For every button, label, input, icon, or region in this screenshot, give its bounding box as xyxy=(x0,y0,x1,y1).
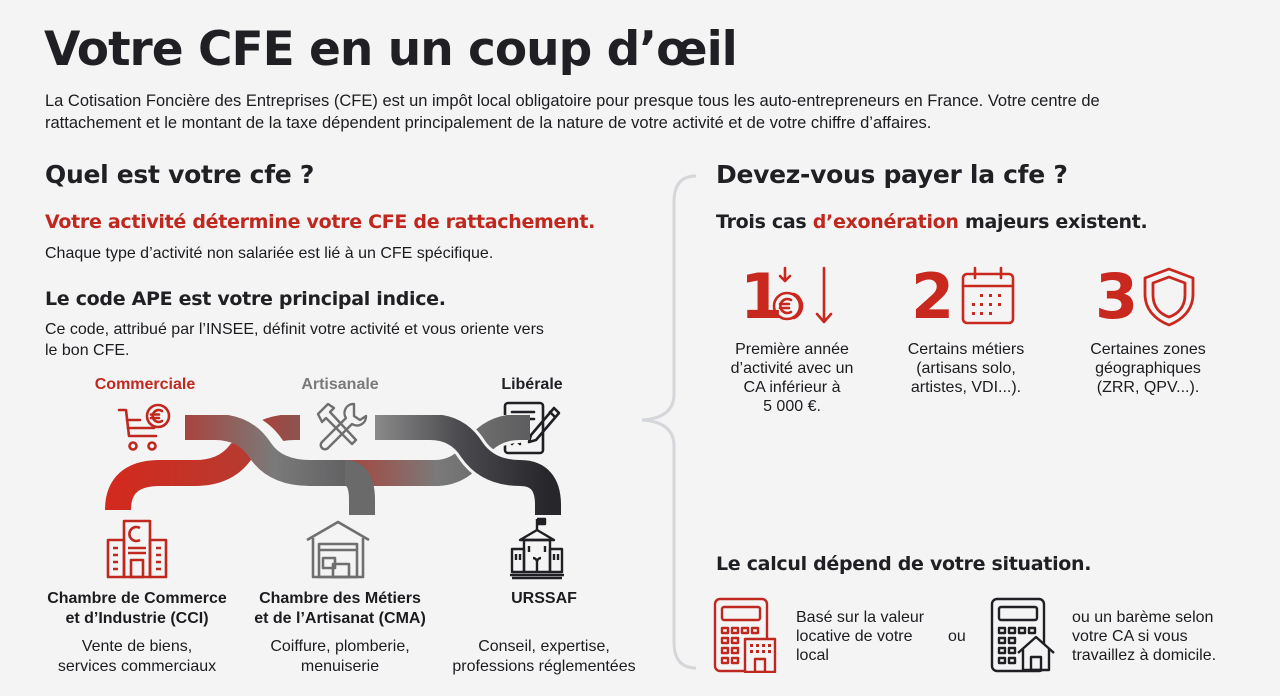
calc-text-line: votre CA si vous xyxy=(1072,628,1188,645)
ape-heading: Le code APE est votre principal indice. xyxy=(45,288,446,310)
activity-label-commerciale: Commerciale xyxy=(94,376,196,393)
chamber-name-cma: Chambre des Métiers et de l’Artisanat (C… xyxy=(230,589,450,629)
chamber-desc-line: Conseil, expertise, xyxy=(478,638,610,655)
cci-building-icon xyxy=(106,519,168,579)
activity-label-artisanale: Artisanale xyxy=(301,376,379,393)
calc-text-line: ou un barème selon xyxy=(1072,609,1214,626)
chamber-name-line: Chambre de Commerce xyxy=(47,590,227,607)
chamber-desc-cma: Coiffure, plomberie, menuiserie xyxy=(230,637,450,677)
case-text-line: CA inférieur à xyxy=(743,379,841,396)
coin-down-icon xyxy=(772,266,833,324)
ape-text-line-1: Ce code, attribué par l’INSEE, définit v… xyxy=(45,321,544,338)
calendar-icon xyxy=(961,266,1015,325)
exo-highlight: d’exonération xyxy=(812,211,959,233)
calc-text-line: local xyxy=(796,647,829,664)
calculator-house-icon xyxy=(990,597,1055,673)
shield-icon xyxy=(1143,267,1195,327)
left-heading: Quel est votre cfe ? xyxy=(45,160,315,189)
calc-or: ou xyxy=(948,628,966,645)
case-3-number: 3 xyxy=(1095,260,1139,333)
case-text-line: artistes, VDI...). xyxy=(910,379,1022,396)
brace-divider xyxy=(641,174,697,670)
chamber-desc-line: menuiserie xyxy=(300,658,380,675)
case-text-line: d’activité avec un xyxy=(730,360,854,377)
activity-heading: Votre activité détermine votre CFE de ra… xyxy=(45,211,596,233)
chamber-desc-line: professions réglementées xyxy=(452,658,636,675)
case-3-text: Certaines zones géographiques (ZRR, QPV.… xyxy=(1073,340,1223,397)
case-2-number: 2 xyxy=(911,260,955,333)
right-heading: Devez-vous payer la cfe ? xyxy=(716,160,1068,189)
chamber-desc-line: services commerciaux xyxy=(57,658,217,675)
exoneration-heading: Trois cas d’exonération majeurs existent… xyxy=(716,211,1148,233)
case-text-line: Certaines zones xyxy=(1090,341,1206,358)
ribbon-connectors xyxy=(105,415,564,515)
case-1-number: 1 xyxy=(740,260,784,333)
case-text-line: Première année xyxy=(735,341,849,358)
intro-line-1: La Cotisation Foncière des Entreprises (… xyxy=(45,92,1100,110)
intro-paragraph: La Cotisation Foncière des Entreprises (… xyxy=(45,90,1225,134)
case-text-line: Certains métiers xyxy=(907,341,1025,358)
case-1-text: Première année d’activité avec un CA inf… xyxy=(717,340,867,416)
exo-prefix: Trois cas xyxy=(716,211,813,233)
chamber-desc-cci: Vente de biens, services commerciaux xyxy=(27,637,247,677)
calc-heading: Le calcul dépend de votre situation. xyxy=(716,553,1092,575)
case-2-text: Certains métiers (artisans solo, artiste… xyxy=(891,340,1041,397)
hammer-wrench-icon xyxy=(316,402,368,451)
chamber-name-line: et d’Industrie (CCI) xyxy=(65,610,209,627)
ape-text-line-2: le bon CFE. xyxy=(45,342,130,359)
exo-suffix: majeurs existent. xyxy=(958,211,1148,233)
calc-option-1-text: Basé sur la valeur locative de votre loc… xyxy=(796,608,924,665)
page-title: Votre CFE en un coup d’œil xyxy=(44,22,738,77)
calc-text-line: travaillez à domicile. xyxy=(1072,647,1217,664)
case-text-line: (ZRR, QPV...). xyxy=(1096,379,1200,396)
intro-line-2: rattachement et le montant de la taxe dé… xyxy=(45,114,932,132)
calc-option-2-text: ou un barème selon votre CA si vous trav… xyxy=(1072,608,1216,665)
chamber-name-line: et de l’Artisanat (CMA) xyxy=(254,610,426,627)
case-text-line: (artisans solo, xyxy=(916,360,1016,377)
chamber-desc-urssaf: Conseil, expertise, professions réglemen… xyxy=(434,637,654,677)
case-text-line: 5 000 €. xyxy=(763,398,821,415)
calculator-building-icon xyxy=(713,597,777,673)
government-building-icon xyxy=(510,517,564,580)
cart-euro-icon xyxy=(117,403,171,451)
chamber-desc-line: Coiffure, plomberie, xyxy=(270,638,410,655)
workshop-icon xyxy=(306,520,370,579)
chamber-name-urssaf: URSSAF xyxy=(511,590,577,607)
ape-text: Ce code, attribué par l’INSEE, définit v… xyxy=(45,319,544,361)
chamber-desc-line: Vente de biens, xyxy=(81,638,193,655)
activity-text: Chaque type d’activité non salariée est … xyxy=(45,245,494,262)
activity-label-liberale: Libérale xyxy=(501,376,563,393)
case-text-line: géographiques xyxy=(1095,360,1201,377)
calc-text-line: locative de votre xyxy=(796,628,913,645)
chamber-name-cci: Chambre de Commerce et d’Industrie (CCI) xyxy=(27,589,247,629)
calc-text-line: Basé sur la valeur xyxy=(796,609,925,626)
chamber-name-line: Chambre des Métiers xyxy=(259,590,421,607)
